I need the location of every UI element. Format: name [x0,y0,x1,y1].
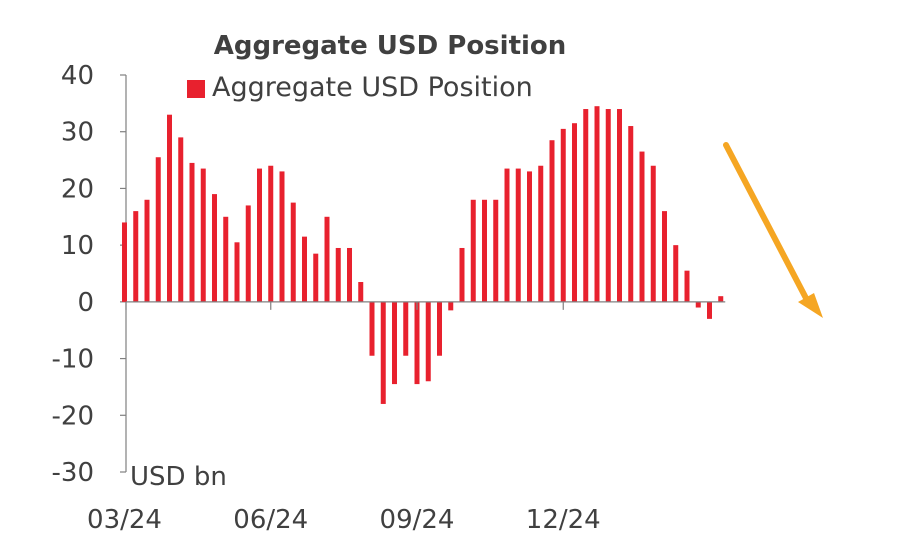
chart-title: Aggregate USD Position [214,31,567,61]
x-tick-label: 12/24 [526,505,601,535]
bar [302,236,307,302]
bar [459,247,465,302]
bar [482,199,487,302]
bar [178,137,184,302]
bar [380,301,386,404]
bar [223,216,229,302]
bar [673,245,679,302]
bar [414,301,420,385]
unit-label: USD bn [130,462,227,492]
bar [133,211,139,302]
y-tick-label: 40 [61,61,94,91]
trend-arrow-shaft [723,142,811,305]
x-tick-label: 06/24 [233,505,308,535]
bar [347,247,352,302]
bar [650,165,656,302]
bar [268,165,274,302]
bar [448,301,454,311]
bar [144,199,150,302]
bar [617,109,622,302]
y-tick-label: 0 [77,288,94,318]
bar [605,109,611,302]
bar [212,194,217,302]
y-tick-label: 30 [61,118,94,148]
bar [628,126,634,302]
bar [167,114,172,302]
trend-arrow [723,142,823,318]
x-tick-label: 09/24 [380,505,455,535]
bar [583,109,589,302]
bar [200,168,206,302]
y-tick-label: -20 [52,401,94,431]
bar [290,202,296,302]
bar [560,128,566,302]
bar [662,211,667,302]
bar [122,222,127,302]
bar [527,171,532,302]
bar [639,151,645,302]
bar [718,296,724,302]
y-tick-label: 10 [61,231,94,261]
bar [515,168,521,302]
bar [324,216,330,302]
bar [245,205,251,302]
bar [504,168,510,302]
bar [189,162,195,302]
bar [594,106,600,302]
x-tick-label: 03/24 [87,505,162,535]
legend-label: Aggregate USD Position [212,72,533,103]
bar [369,301,375,356]
bar [403,301,409,356]
x-axis: 03/24 06/24 09/24 12/24 [87,301,726,535]
bar [257,168,262,302]
bar [279,171,285,302]
bar [493,199,499,302]
bar [392,301,397,385]
bar [234,242,240,302]
bar [572,123,577,302]
y-tick-label: 20 [61,174,94,204]
bar [155,157,161,302]
bar [335,247,341,302]
legend: Aggregate USD Position [187,72,533,103]
bar [695,301,701,308]
bar [707,301,712,319]
y-tick-label: -10 [52,345,94,375]
bar [425,301,431,382]
bar [358,282,364,302]
y-axis: -30 -20 -10 0 10 20 30 40 [52,61,127,488]
bar [549,140,555,302]
bar [437,301,442,356]
y-tick-label: -30 [52,458,94,488]
bar [684,270,690,302]
bar [313,253,319,302]
legend-swatch [187,80,205,98]
bars [122,106,724,404]
bar [470,199,476,302]
bar [538,165,544,302]
trend-arrow-head [798,293,823,318]
